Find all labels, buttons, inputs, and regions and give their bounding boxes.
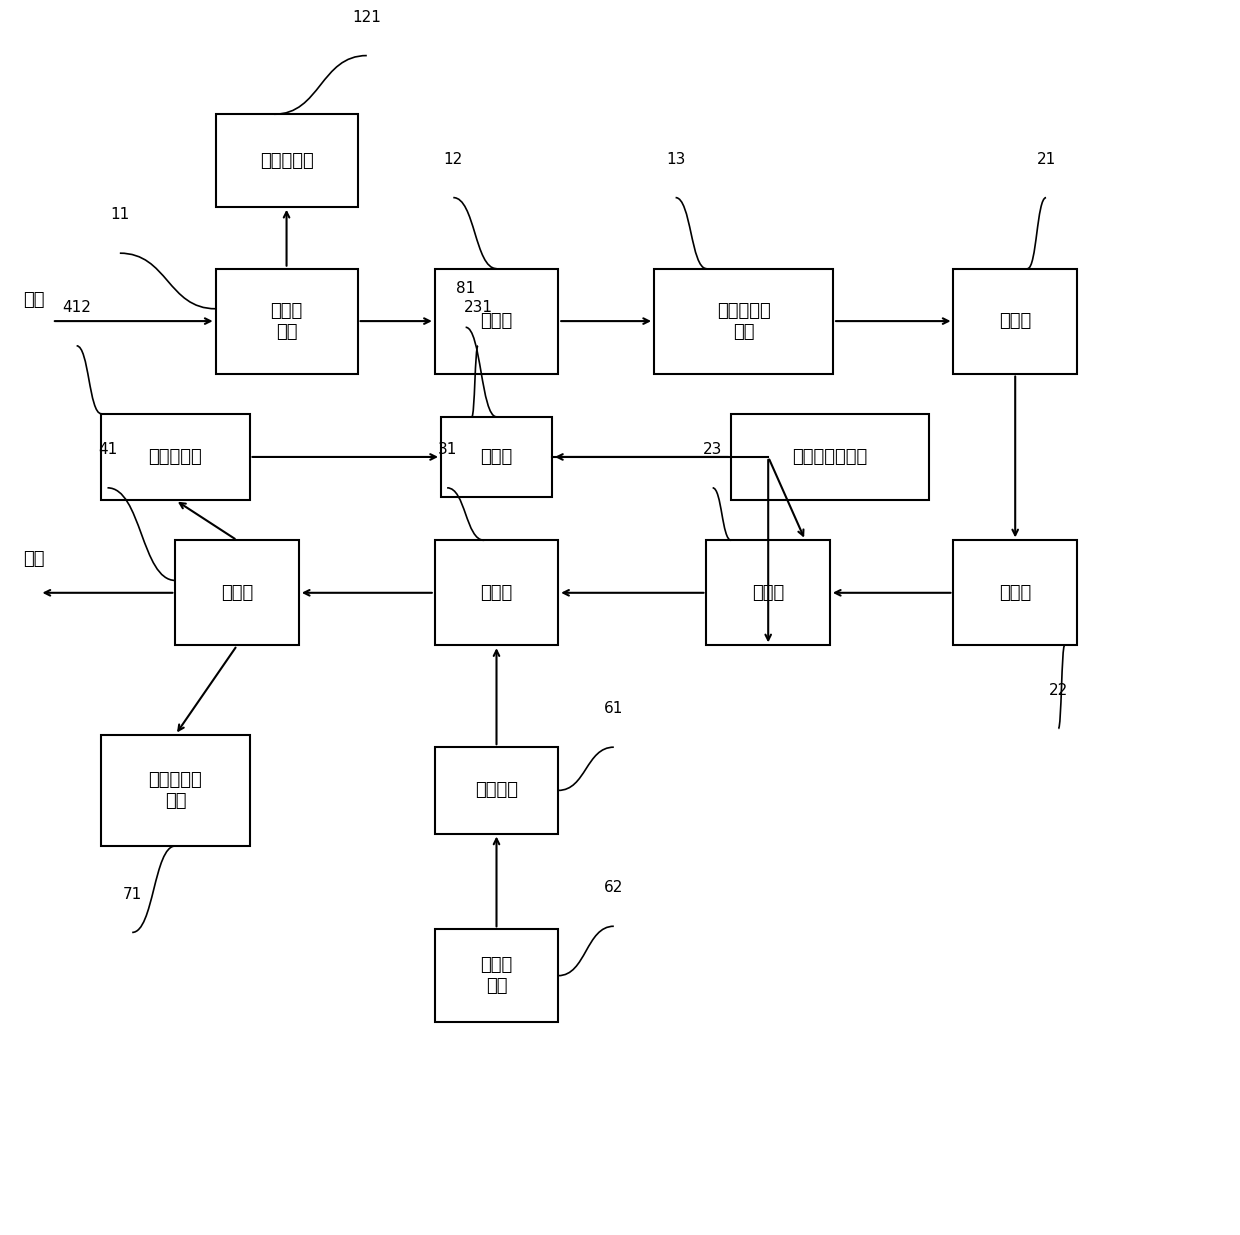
- Text: 31: 31: [438, 442, 456, 457]
- FancyBboxPatch shape: [102, 414, 249, 500]
- FancyBboxPatch shape: [441, 416, 552, 496]
- Text: 在线泥位计: 在线泥位计: [149, 448, 202, 466]
- Text: 出水: 出水: [22, 550, 45, 568]
- Text: 62: 62: [604, 881, 624, 895]
- FancyBboxPatch shape: [954, 269, 1078, 373]
- FancyBboxPatch shape: [435, 541, 558, 645]
- FancyBboxPatch shape: [175, 541, 299, 645]
- Text: 一体化预处
理池: 一体化预处 理池: [717, 301, 770, 341]
- Text: 41: 41: [98, 442, 117, 457]
- Text: 在线流量计: 在线流量计: [259, 152, 314, 169]
- Text: 412: 412: [62, 300, 91, 315]
- Text: 22: 22: [1049, 683, 1068, 698]
- FancyBboxPatch shape: [435, 747, 558, 834]
- Text: 缺氧池: 缺氧池: [999, 584, 1032, 601]
- Text: 调节池: 调节池: [480, 312, 512, 330]
- Text: 好氧池: 好氧池: [753, 584, 785, 601]
- Text: 加药装置: 加药装置: [475, 782, 518, 799]
- FancyBboxPatch shape: [732, 414, 929, 500]
- Text: 23: 23: [703, 442, 723, 457]
- FancyBboxPatch shape: [653, 269, 833, 373]
- Text: 在线污泥浓度计: 在线污泥浓度计: [792, 448, 868, 466]
- Text: 13: 13: [666, 152, 686, 167]
- FancyBboxPatch shape: [707, 541, 830, 645]
- Text: 81: 81: [456, 282, 475, 296]
- Text: 11: 11: [110, 207, 129, 222]
- FancyBboxPatch shape: [435, 929, 558, 1023]
- Text: 机械格
栅池: 机械格 栅池: [270, 301, 303, 341]
- Text: 71: 71: [123, 887, 141, 902]
- FancyBboxPatch shape: [435, 269, 558, 373]
- FancyBboxPatch shape: [954, 541, 1078, 645]
- Text: 污水: 污水: [22, 290, 45, 309]
- Text: 二沉池: 二沉池: [221, 584, 253, 601]
- Text: 12: 12: [444, 152, 463, 167]
- Text: 21: 21: [1037, 152, 1055, 167]
- Text: 剩余污泥控
制泵: 剩余污泥控 制泵: [149, 771, 202, 810]
- Text: 回流泵: 回流泵: [480, 448, 512, 466]
- Text: 加药控
制器: 加药控 制器: [480, 956, 512, 995]
- Text: 厌氧池: 厌氧池: [999, 312, 1032, 330]
- Text: 121: 121: [352, 10, 381, 25]
- Text: 混合池: 混合池: [480, 584, 512, 601]
- Text: 231: 231: [464, 300, 492, 315]
- FancyBboxPatch shape: [216, 269, 357, 373]
- Text: 61: 61: [604, 701, 624, 716]
- FancyBboxPatch shape: [102, 735, 249, 846]
- FancyBboxPatch shape: [216, 115, 357, 206]
